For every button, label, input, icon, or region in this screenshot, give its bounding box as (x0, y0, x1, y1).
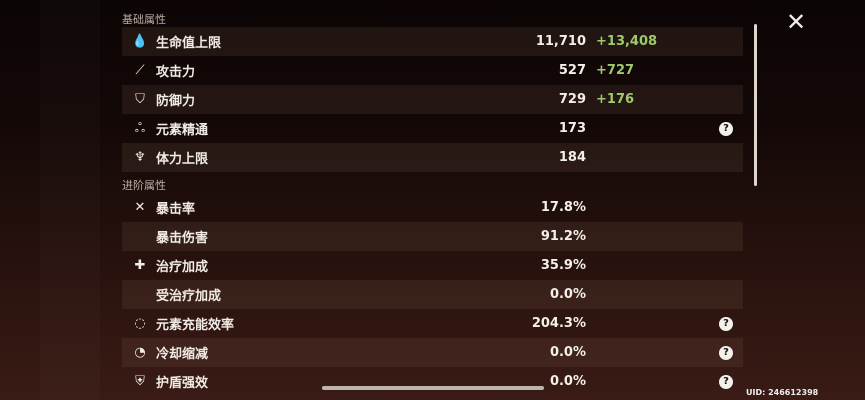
stat-row: 💧 生命值上限 11,710 +13,408 (122, 27, 743, 56)
healing-cross-icon: ✚ (134, 258, 146, 273)
stat-value: 173 (558, 121, 586, 136)
stat-value: 0.0% (549, 287, 586, 302)
stat-label: 元素精通 (156, 123, 209, 138)
section-advanced-attributes: 进阶属性 (122, 179, 166, 192)
elemental-mastery-icon: ஃ (134, 120, 146, 136)
uid-label: UID: 246612398 (746, 388, 819, 397)
no-icon (132, 287, 148, 303)
stat-value: 91.2% (540, 229, 586, 244)
stat-bonus: +176 (596, 92, 635, 107)
stat-value: 35.9% (540, 258, 586, 273)
help-icon[interactable]: ? (719, 345, 733, 360)
stat-row: ◔ 冷却缩减 0.0%? (122, 338, 743, 367)
defense-shield-icon: ⛉ (135, 92, 145, 107)
stat-value: 11,710 (535, 34, 586, 49)
stat-label: 暴击伤害 (156, 231, 209, 246)
stat-value: 0.0% (549, 374, 586, 389)
stat-label: 冷却缩减 (156, 347, 209, 362)
stat-value: 17.8% (540, 200, 586, 215)
stat-label: 生命值上限 (156, 36, 222, 51)
stat-row: ♆ 体力上限 184 (122, 143, 743, 172)
stat-row: 暴击伤害 91.2% (122, 222, 743, 251)
stat-label: 防御力 (156, 94, 196, 109)
stat-label: 暴击率 (156, 202, 196, 217)
home-indicator (322, 386, 544, 390)
stat-row: 受治疗加成 0.0% (122, 280, 743, 309)
stat-row: ✕ 暴击率 17.8% (122, 193, 743, 222)
shield-strength-icon: ⛨ (135, 374, 145, 389)
section-basic-attributes: 基础属性 (122, 13, 166, 26)
stat-bonus: +727 (596, 63, 635, 78)
help-icon[interactable]: ? (719, 121, 733, 136)
stat-value: 729 (558, 92, 586, 107)
help-icon[interactable]: ? (719, 374, 733, 389)
stamina-icon: ♆ (134, 150, 146, 165)
stat-row: ⟋ 攻击力 527 +727 (122, 56, 743, 85)
stat-label: 治疗加成 (156, 260, 209, 275)
crit-rate-icon: ✕ (134, 200, 146, 215)
stat-value: 204.3% (531, 316, 586, 331)
stat-label: 护盾强效 (156, 376, 209, 391)
stat-row: ⛉ 防御力 729 +176 (122, 85, 743, 114)
scrollbar[interactable] (754, 24, 757, 186)
stat-label: 攻击力 (156, 65, 196, 80)
stat-value: 184 (558, 150, 586, 165)
stat-row: ஃ 元素精通 173? (122, 114, 743, 143)
close-button[interactable]: ✕ (785, 8, 807, 36)
help-icon[interactable]: ? (719, 316, 733, 331)
stat-value: 0.0% (549, 345, 586, 360)
cooldown-icon: ◔ (134, 345, 146, 360)
stat-row: ⛨ 护盾强效 0.0%? (122, 367, 743, 396)
stat-row: ✚ 治疗加成 35.9% (122, 251, 743, 280)
stat-value: 527 (558, 63, 586, 78)
stat-label: 体力上限 (156, 152, 209, 167)
no-icon (132, 229, 148, 245)
energy-recharge-icon: ◌ (134, 316, 146, 331)
stat-row: ◌ 元素充能效率 204.3%? (122, 309, 743, 338)
attack-sword-icon: ⟋ (135, 63, 145, 78)
stat-bonus: +13,408 (596, 34, 658, 49)
stat-label: 受治疗加成 (156, 289, 222, 304)
stat-label: 元素充能效率 (156, 318, 235, 333)
character-sidebar (40, 0, 100, 400)
hp-droplet-icon: 💧 (131, 34, 149, 49)
